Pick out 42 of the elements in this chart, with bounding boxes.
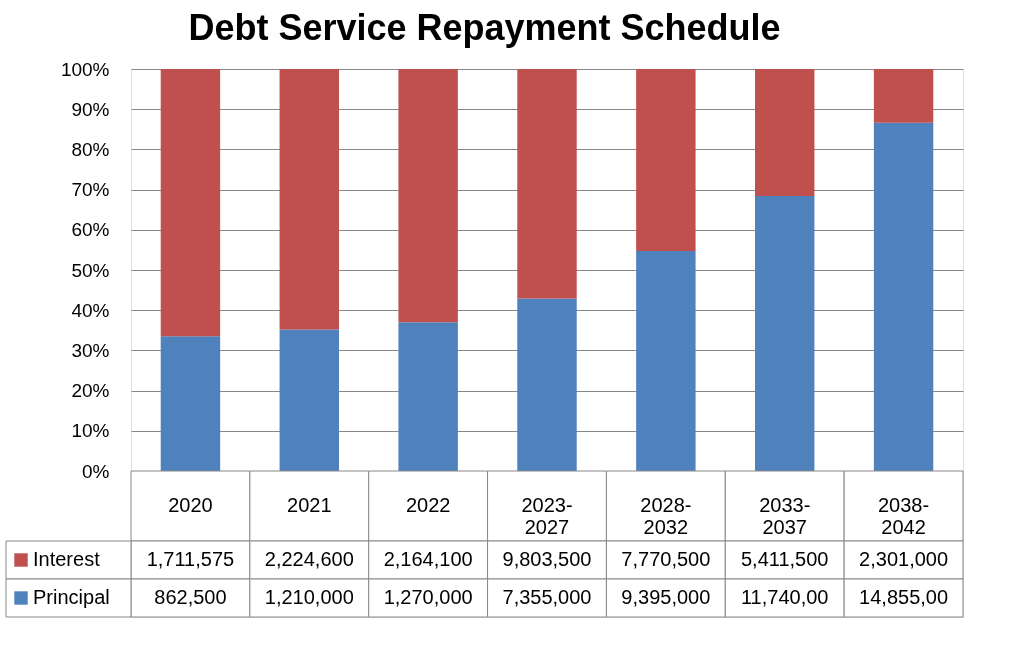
x-tick-label: 2028-2032	[640, 494, 692, 538]
bar	[873, 69, 934, 123]
bar	[160, 69, 221, 337]
y-tick-label: 30%	[71, 339, 110, 361]
text: 9,803,500	[502, 548, 592, 570]
x-tick-label: 2023-2027	[521, 494, 573, 538]
text: 11,740,00	[740, 586, 829, 608]
y-tick-label: 0%	[82, 460, 110, 482]
y-tick-label: 70%	[71, 179, 110, 201]
text: 2,301,000	[859, 548, 949, 570]
y-tick-label: 40%	[71, 299, 110, 321]
bar	[398, 69, 458, 323]
x-tick-label: 2038-2042	[877, 494, 930, 538]
text: 9,395,000	[621, 586, 711, 608]
text: 1,210,000	[264, 586, 354, 608]
y-tick-label: 90%	[71, 98, 110, 120]
y-tick-label: 20%	[71, 380, 110, 402]
x-tick-label: 2022	[405, 494, 451, 516]
legend-label: Interest	[33, 548, 101, 570]
y-tick-label: 10%	[71, 420, 110, 442]
bar	[755, 69, 815, 197]
text: 862,500	[154, 586, 227, 608]
bar	[636, 69, 696, 252]
text: 2,224,600	[264, 548, 354, 570]
x-tick-label: 2021	[287, 494, 332, 516]
bar	[517, 69, 577, 299]
bar	[279, 69, 339, 330]
text: 1,711,575	[146, 548, 235, 570]
x-tick-label: 2033-2037	[759, 494, 811, 538]
text: 1,270,000	[383, 586, 473, 608]
text: 2,164,100	[383, 548, 473, 570]
text: 7,770,500	[621, 548, 711, 570]
y-tick-label: 80%	[71, 138, 110, 160]
text: 5,411,500	[740, 548, 829, 570]
legend-label: Principal	[33, 586, 110, 608]
y-tick-label: 100%	[60, 58, 110, 80]
y-tick-label: 60%	[71, 219, 110, 241]
x-tick-label: 2020	[168, 494, 213, 516]
y-tick-label: 50%	[71, 259, 110, 281]
chart-title: Debt Service Repayment Schedule	[188, 6, 781, 48]
text: 14,855,00	[859, 586, 949, 608]
text: 7,355,000	[502, 586, 592, 608]
